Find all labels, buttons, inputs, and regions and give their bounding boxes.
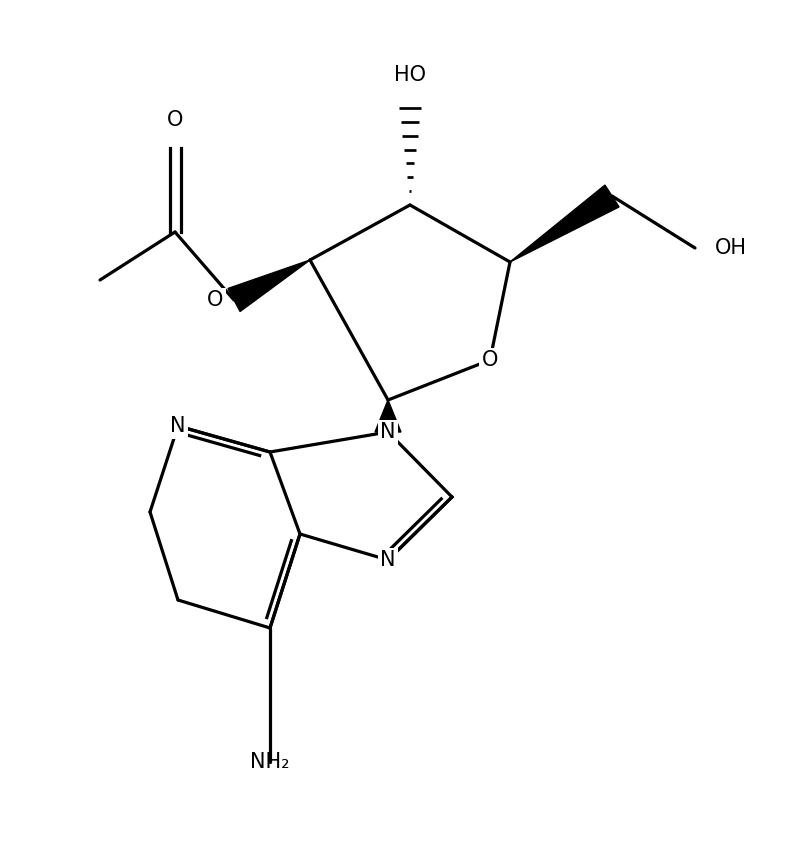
Text: N: N — [380, 422, 395, 442]
Text: OH: OH — [715, 238, 747, 258]
Text: O: O — [167, 110, 183, 130]
Text: NH₂: NH₂ — [250, 752, 290, 772]
Text: O: O — [482, 350, 498, 370]
Text: N: N — [171, 416, 185, 436]
Text: HO: HO — [394, 65, 426, 85]
Polygon shape — [375, 400, 401, 432]
Polygon shape — [228, 260, 310, 312]
Text: N: N — [380, 550, 395, 570]
Polygon shape — [510, 185, 619, 262]
Text: O: O — [207, 290, 223, 310]
